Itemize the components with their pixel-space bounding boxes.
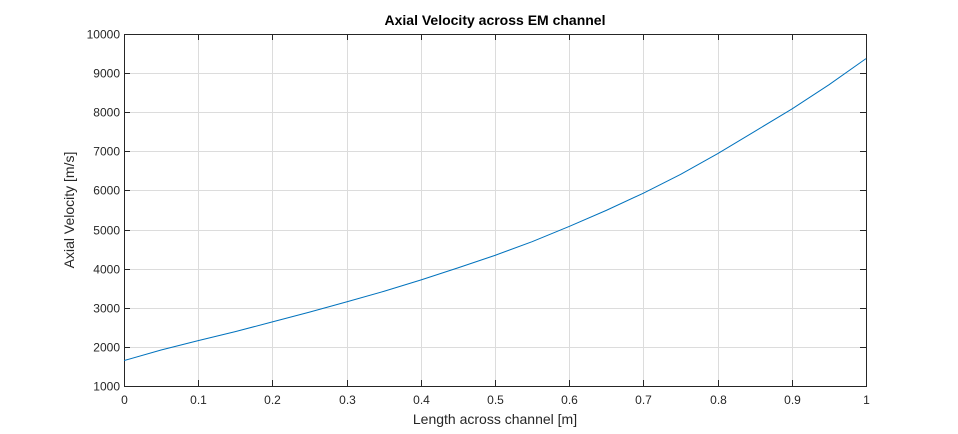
x-tick-label: 0.3	[339, 393, 356, 407]
series-line	[123, 58, 867, 362]
x-tick-label: 0.6	[561, 393, 578, 407]
x-tick-label: 1	[863, 393, 870, 407]
grid-layer	[124, 34, 867, 387]
x-tick-label: 0.5	[487, 393, 504, 407]
y-tick-label: 7000	[93, 145, 120, 159]
x-axis-title: Length across channel [m]	[413, 411, 577, 427]
x-tick-label: 0.8	[710, 393, 727, 407]
y-tick-label: 10000	[87, 28, 121, 42]
x-tick-label: 0.4	[413, 393, 430, 407]
x-tick-label: 0.1	[190, 393, 207, 407]
x-tick-label: 0.7	[635, 393, 652, 407]
y-tick-label: 3000	[93, 302, 120, 316]
chart-title: Axial Velocity across EM channel	[385, 12, 606, 28]
y-tick-label: 9000	[93, 67, 120, 81]
x-tick-label: 0.2	[264, 393, 281, 407]
y-tick-label: 1000	[93, 380, 120, 394]
x-tick-label: 0.9	[784, 393, 801, 407]
y-axis-title: Axial Velocity [m/s]	[61, 152, 77, 269]
y-tick-label: 2000	[93, 341, 120, 355]
y-tick-label: 5000	[93, 224, 120, 238]
y-tick-label: 8000	[93, 106, 120, 120]
y-tick-label: 4000	[93, 263, 120, 277]
series-layer	[123, 58, 867, 362]
y-tick-label: 6000	[93, 184, 120, 198]
ticks-layer: 0 0.1 0.2 0.3 0.4 0.5 0.6 0.7 0.8 0.9 1 1000 2000 300…	[87, 28, 871, 408]
x-tick-label: 0	[121, 393, 128, 407]
